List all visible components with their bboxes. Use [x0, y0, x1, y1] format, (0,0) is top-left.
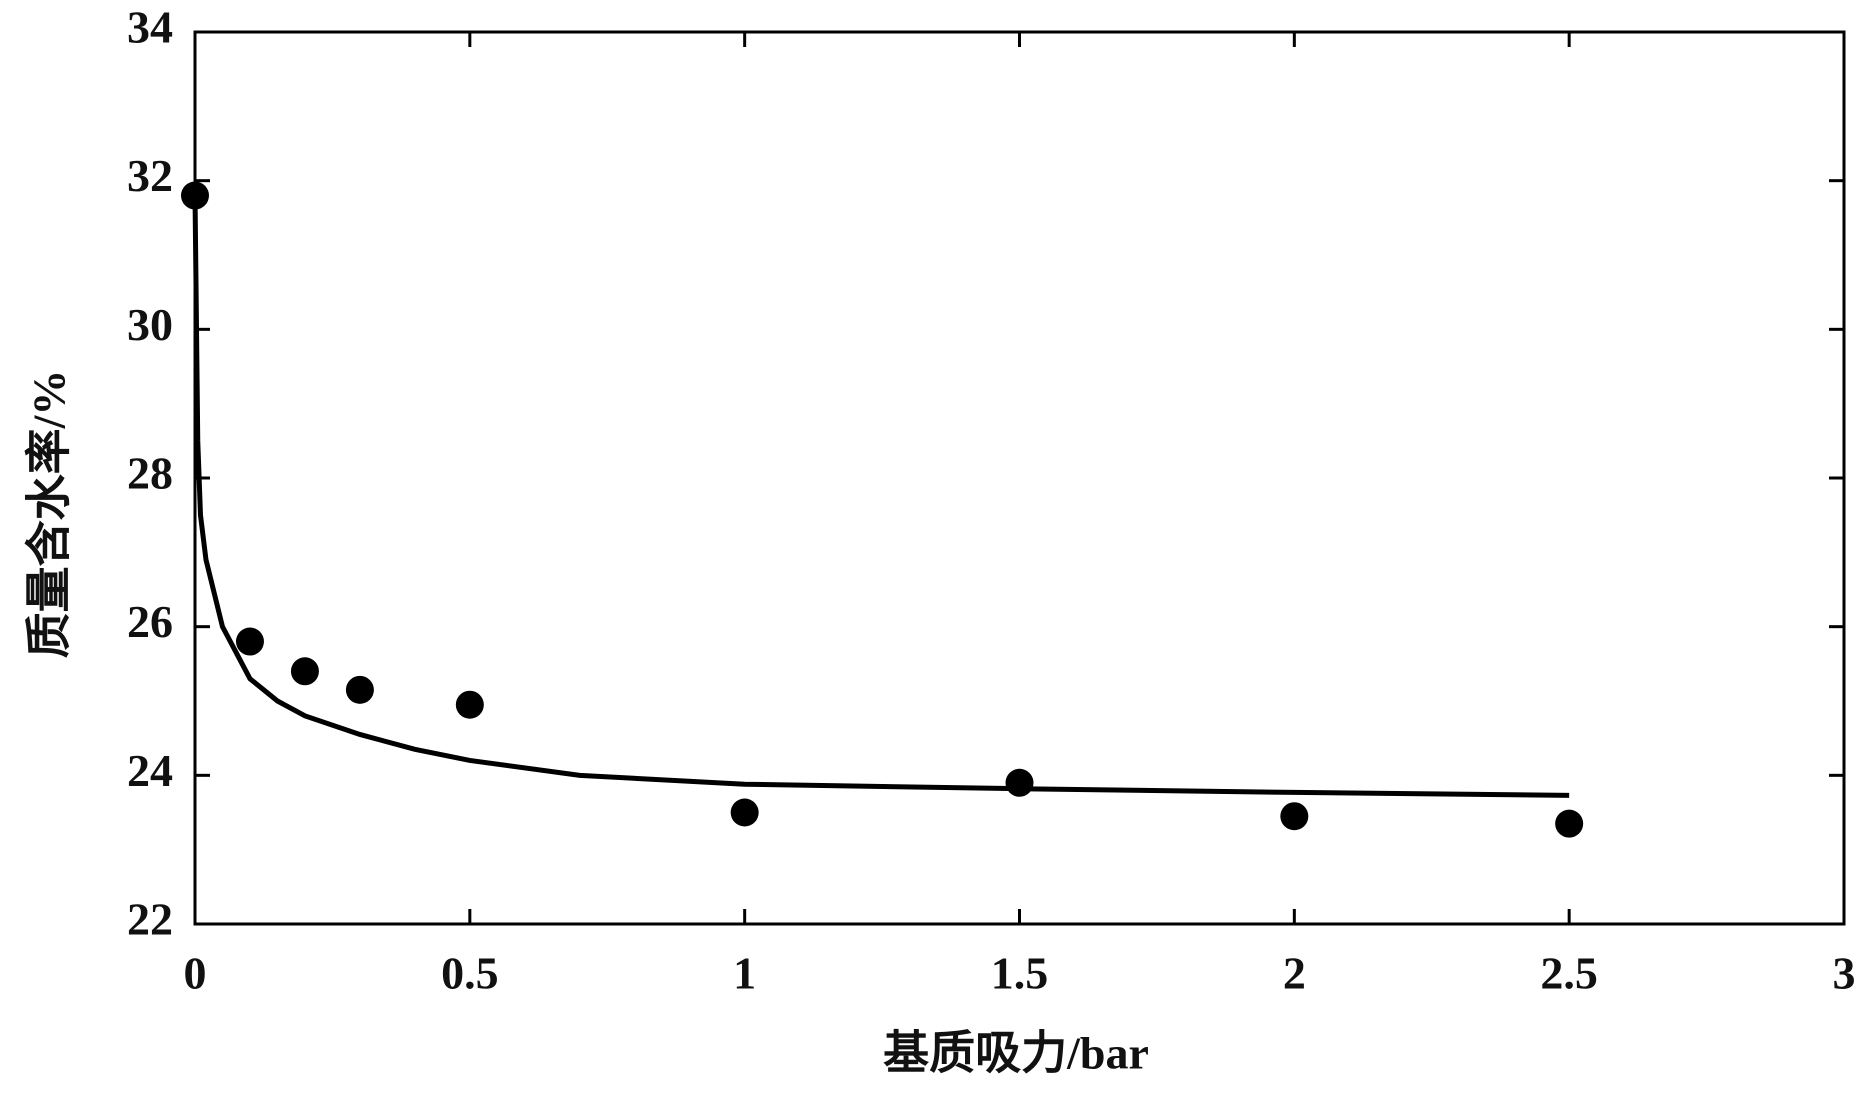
- y-tick-label: 34: [127, 2, 173, 53]
- data-point: [345, 675, 374, 704]
- y-tick-label: 32: [127, 150, 173, 201]
- y-tick-label: 22: [127, 894, 173, 945]
- y-tick-label: 28: [127, 448, 173, 499]
- data-point: [730, 798, 759, 827]
- fit-curve: [192, 195, 1570, 798]
- x-tick-label: 2: [1283, 948, 1306, 999]
- x-tick-label: 0.5: [441, 948, 499, 999]
- y-tick-label: 26: [127, 596, 173, 647]
- x-tick-label: 2.5: [1540, 948, 1598, 999]
- data-point: [290, 657, 319, 686]
- data-point: [455, 690, 484, 719]
- data-point: [235, 627, 264, 656]
- x-tick-label: 1: [733, 948, 756, 999]
- x-axis-title: 基质吸力/bar: [883, 1028, 1149, 1079]
- y-axis-title: 质量含水率/%: [24, 370, 75, 659]
- y-tick-label: 24: [127, 745, 173, 796]
- x-tick-label: 0: [184, 948, 207, 999]
- data-point: [1005, 768, 1034, 797]
- x-tick-label: 1.5: [991, 948, 1049, 999]
- data-point: [1555, 809, 1584, 838]
- x-tick-label: 3: [1833, 948, 1856, 999]
- y-tick-label: 30: [127, 299, 173, 350]
- data-point: [1280, 802, 1309, 831]
